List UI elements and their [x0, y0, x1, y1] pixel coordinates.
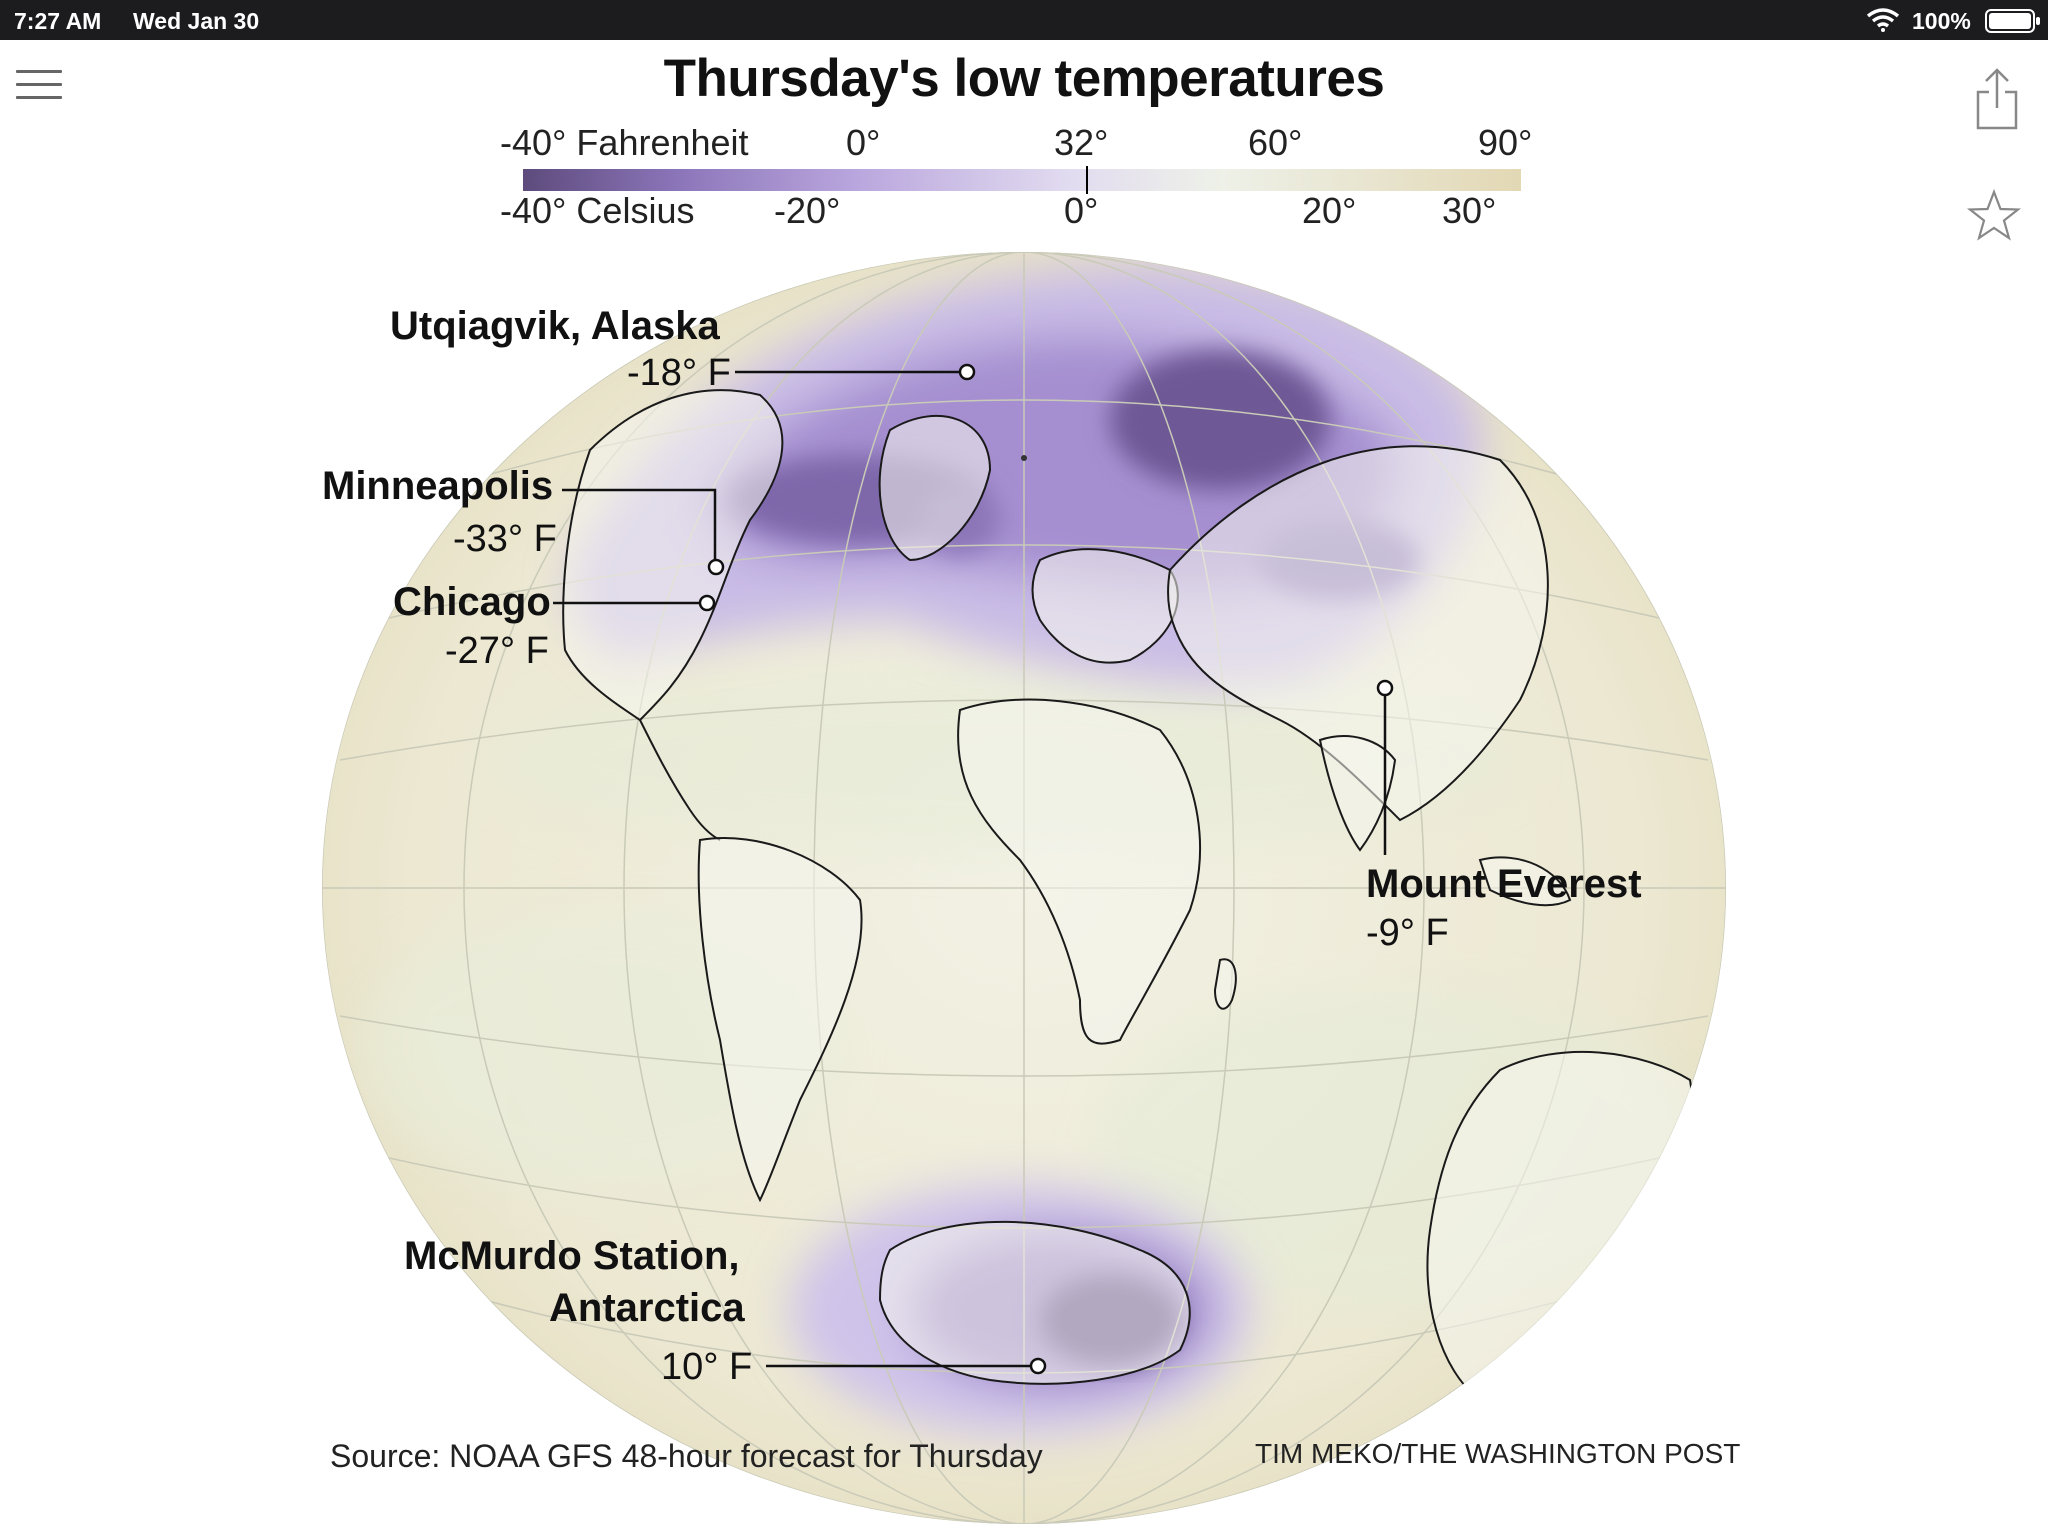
mcmurdo-temp: 10° F [661, 1346, 753, 1388]
status-time: 7:27 AM [14, 8, 102, 34]
legend-c-label-1: -40° Celsius [500, 190, 695, 231]
mcmurdo-label-line1: McMurdo Station, [404, 1234, 740, 1278]
globe [322, 252, 1726, 1524]
everest-temp: -9° F [1366, 912, 1449, 954]
everest-point [1376, 679, 1394, 697]
chicago-point [698, 594, 716, 612]
utqiagvik-temp: -18° F [627, 352, 731, 394]
callout-points [698, 363, 1394, 1375]
hamburger-menu-icon[interactable] [16, 70, 62, 102]
utqiagvik-label: Utqiagvik, Alaska [390, 304, 720, 348]
share-icon[interactable] [1972, 66, 2022, 132]
legend-c-label-3: 0° [1064, 190, 1099, 231]
legend-f-label-5: 90° [1478, 122, 1533, 163]
status-bar: 7:27 AM Wed Jan 30 100% [0, 0, 2048, 40]
legend-c-label-5: 30° [1442, 190, 1497, 231]
legend-f-label-2: 0° [846, 122, 881, 163]
legend-c-label-4: 20° [1302, 190, 1357, 231]
everest-label: Mount Everest [1366, 862, 1642, 906]
source-note: Source: NOAA GFS 48-hour forecast for Th… [330, 1438, 1043, 1474]
legend-f-label-1: -40° Fahrenheit [500, 122, 749, 163]
mcmurdo-point [1029, 1357, 1047, 1375]
credit-line: TIM MEKO/THE WASHINGTON POST [1255, 1438, 1741, 1469]
legend-f-label-3: 32° [1054, 122, 1109, 163]
legend-c-label-2: -20° [774, 190, 841, 231]
page-title: Thursday's low temperatures [663, 49, 1385, 108]
legend-color-bar [523, 169, 1521, 191]
mcmurdo-label-line2: Antarctica [549, 1286, 745, 1330]
legend-freezing-tick [1086, 166, 1088, 194]
battery-icon [1985, 9, 2041, 39]
battery-percent: 100% [1912, 8, 1971, 34]
utqiagvik-point [958, 363, 976, 381]
star-icon[interactable] [1966, 188, 2022, 244]
legend-f-label-4: 60° [1248, 122, 1303, 163]
chicago-label: Chicago [393, 580, 551, 624]
status-date: Wed Jan 30 [133, 8, 260, 34]
chicago-temp: -27° F [445, 630, 549, 672]
minneapolis-temp: -33° F [453, 518, 557, 560]
callout-lines [553, 370, 1387, 1368]
minneapolis-label: Minneapolis [322, 464, 554, 508]
wifi-icon [1866, 8, 1900, 38]
minneapolis-point [707, 558, 725, 576]
